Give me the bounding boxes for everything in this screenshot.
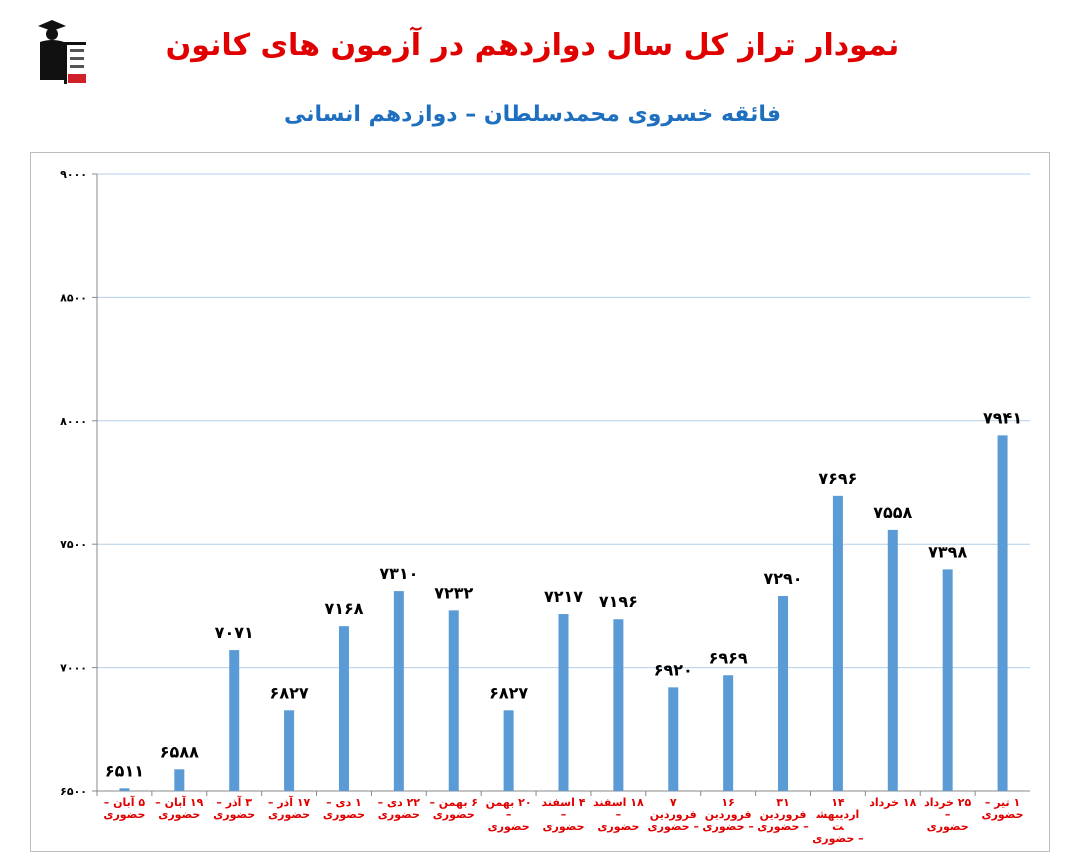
data-label: ۷۱۹۶ xyxy=(599,592,638,611)
x-tick-label: ۱۸ اسفند – حضوری xyxy=(592,797,645,833)
x-tick-label-line2: حضوری xyxy=(926,820,969,833)
data-label: ۷۶۹۶ xyxy=(818,469,857,488)
x-tick-label: ۳۱ فروردین – حضوری xyxy=(757,797,810,833)
x-tick-label-line2: – حضوری xyxy=(702,820,754,833)
x-tick-label-line2: حضوری xyxy=(103,808,146,821)
x-tick-label-line1: ۶ بهمن – xyxy=(429,796,478,809)
x-tick-label-line2: حضوری xyxy=(981,808,1024,821)
x-tick-label-line1: ۲۲ دی – xyxy=(377,796,420,809)
x-tick-label: ۱۹ آبان – حضوری xyxy=(153,797,206,821)
data-label: ۷۱۶۸ xyxy=(324,599,363,618)
x-tick-label-line1: ۲۵ خرداد – xyxy=(924,796,972,821)
data-label: ۷۲۱۷ xyxy=(544,587,583,606)
x-tick-label-line1: ۱۷ آذر – xyxy=(267,796,311,809)
data-label: ۷۰۷۱ xyxy=(215,623,254,642)
x-tick-label-line2: – حضوری xyxy=(757,820,809,833)
x-tick-label-line2: حضوری xyxy=(432,808,475,821)
x-tick-label-line1: ۱۴ اردیبهشت xyxy=(816,796,860,833)
x-tick-label: ۳ آذر – حضوری xyxy=(208,797,261,821)
bar xyxy=(119,788,130,791)
y-tick-label: ۸۰۰۰ xyxy=(60,415,87,428)
x-tick-label-line2: حضوری xyxy=(268,808,311,821)
y-tick-label: ۸۵۰۰ xyxy=(60,291,87,304)
bar xyxy=(558,614,569,791)
x-tick-label: ۲۲ دی – حضوری xyxy=(372,797,425,821)
bar xyxy=(284,710,295,791)
y-tick-label: ۹۰۰۰ xyxy=(60,168,87,181)
x-tick-label-line1: ۳ آذر – xyxy=(216,796,253,809)
x-tick-label: ۱۷ آذر – حضوری xyxy=(263,797,316,821)
data-label: ۷۳۱۰ xyxy=(379,564,418,583)
x-tick-label-line2: – حضوری xyxy=(647,820,699,833)
x-tick-label: ۵ آبان – حضوری xyxy=(98,797,151,821)
bar xyxy=(668,687,679,791)
x-tick-label-line1: ۱ دی – xyxy=(326,796,362,809)
x-tick-label-line1: ۷ فروردین xyxy=(649,796,697,821)
bar xyxy=(503,710,514,791)
x-tick-label-line2: حضوری xyxy=(322,808,365,821)
bar xyxy=(778,596,789,791)
data-label: ۷۹۴۱ xyxy=(983,408,1022,427)
bar xyxy=(229,650,240,791)
x-tick-label-line1: ۱۶ فروردین xyxy=(704,796,752,821)
bar xyxy=(174,769,185,791)
x-tick-label: ۲۵ خرداد – حضوری xyxy=(921,797,974,833)
x-tick-label-line1: ۳۱ فروردین xyxy=(759,796,807,821)
x-tick-label: ۲۰ بهمن – حضوری xyxy=(482,797,535,833)
data-label: ۶۵۱۱ xyxy=(105,761,144,780)
x-tick-label-line2: حضوری xyxy=(377,808,420,821)
chart-area xyxy=(30,152,1050,852)
chart-subtitle: فائقه خسروی محمدسلطان – دوازدهم انسانی xyxy=(283,102,782,127)
bar xyxy=(832,495,843,791)
data-label: ۶۵۸۸ xyxy=(160,742,199,761)
bar xyxy=(723,675,734,791)
x-tick-label: ۱۸ خرداد xyxy=(866,797,919,809)
y-tick-label: ۶۵۰۰ xyxy=(60,785,87,798)
bar xyxy=(613,619,624,791)
x-tick-label: ۶ بهمن – حضوری xyxy=(427,797,480,821)
bar xyxy=(887,529,898,791)
x-tick-label-line1: ۱۸ خرداد xyxy=(869,796,917,809)
x-tick-label-line1: ۲۰ بهمن – xyxy=(485,796,532,821)
data-label: ۶۹۲۰ xyxy=(654,660,693,679)
x-tick-label-line2: حضوری xyxy=(213,808,256,821)
bar xyxy=(942,569,953,791)
data-label: ۶۹۶۹ xyxy=(709,648,748,667)
x-tick-label-line2: حضوری xyxy=(597,820,640,833)
y-tick-label: ۷۰۰۰ xyxy=(60,662,87,675)
data-label: ۷۲۳۲ xyxy=(434,583,473,602)
data-label: ۷۵۵۸ xyxy=(873,503,912,522)
kanoon-logo xyxy=(34,16,90,86)
bar xyxy=(393,591,404,791)
bar xyxy=(448,610,459,791)
x-tick-label-line1: ۱ تیر – xyxy=(984,796,1021,809)
data-label: ۶۸۲۷ xyxy=(270,683,309,702)
x-tick-label: ۱ دی – حضوری xyxy=(317,797,370,821)
x-tick-label-line1: ۵ آبان – xyxy=(103,796,146,809)
x-tick-label: ۷ فروردین – حضوری xyxy=(647,797,700,833)
x-tick-label-line2: حضوری xyxy=(542,820,585,833)
data-label: ۷۳۹۸ xyxy=(928,542,967,561)
x-tick-label-line1: ۴ اسفند – xyxy=(541,796,586,821)
x-tick-label-line2: حضوری xyxy=(487,820,530,833)
x-tick-label-line2: – حضوری xyxy=(812,832,864,845)
x-tick-label: ۱۶ فروردین – حضوری xyxy=(702,797,755,833)
x-tick-label-line1: ۱۸ اسفند – xyxy=(593,796,644,821)
x-tick-label: ۴ اسفند – حضوری xyxy=(537,797,590,833)
bar xyxy=(338,626,349,791)
bar xyxy=(997,435,1008,791)
x-tick-label: ۱۴ اردیبهشت – حضوری xyxy=(811,797,864,845)
x-tick-label: ۱ تیر – حضوری xyxy=(976,797,1029,821)
data-label: ۷۲۹۰ xyxy=(763,569,802,588)
x-tick-label-line2: حضوری xyxy=(158,808,201,821)
chart-title: نمودار تراز کل سال دوازدهم در آزمون های … xyxy=(165,28,900,63)
data-label: ۶۸۲۷ xyxy=(489,683,528,702)
x-tick-label-line1: ۱۹ آبان – xyxy=(155,796,204,809)
y-tick-label: ۷۵۰۰ xyxy=(60,538,87,551)
